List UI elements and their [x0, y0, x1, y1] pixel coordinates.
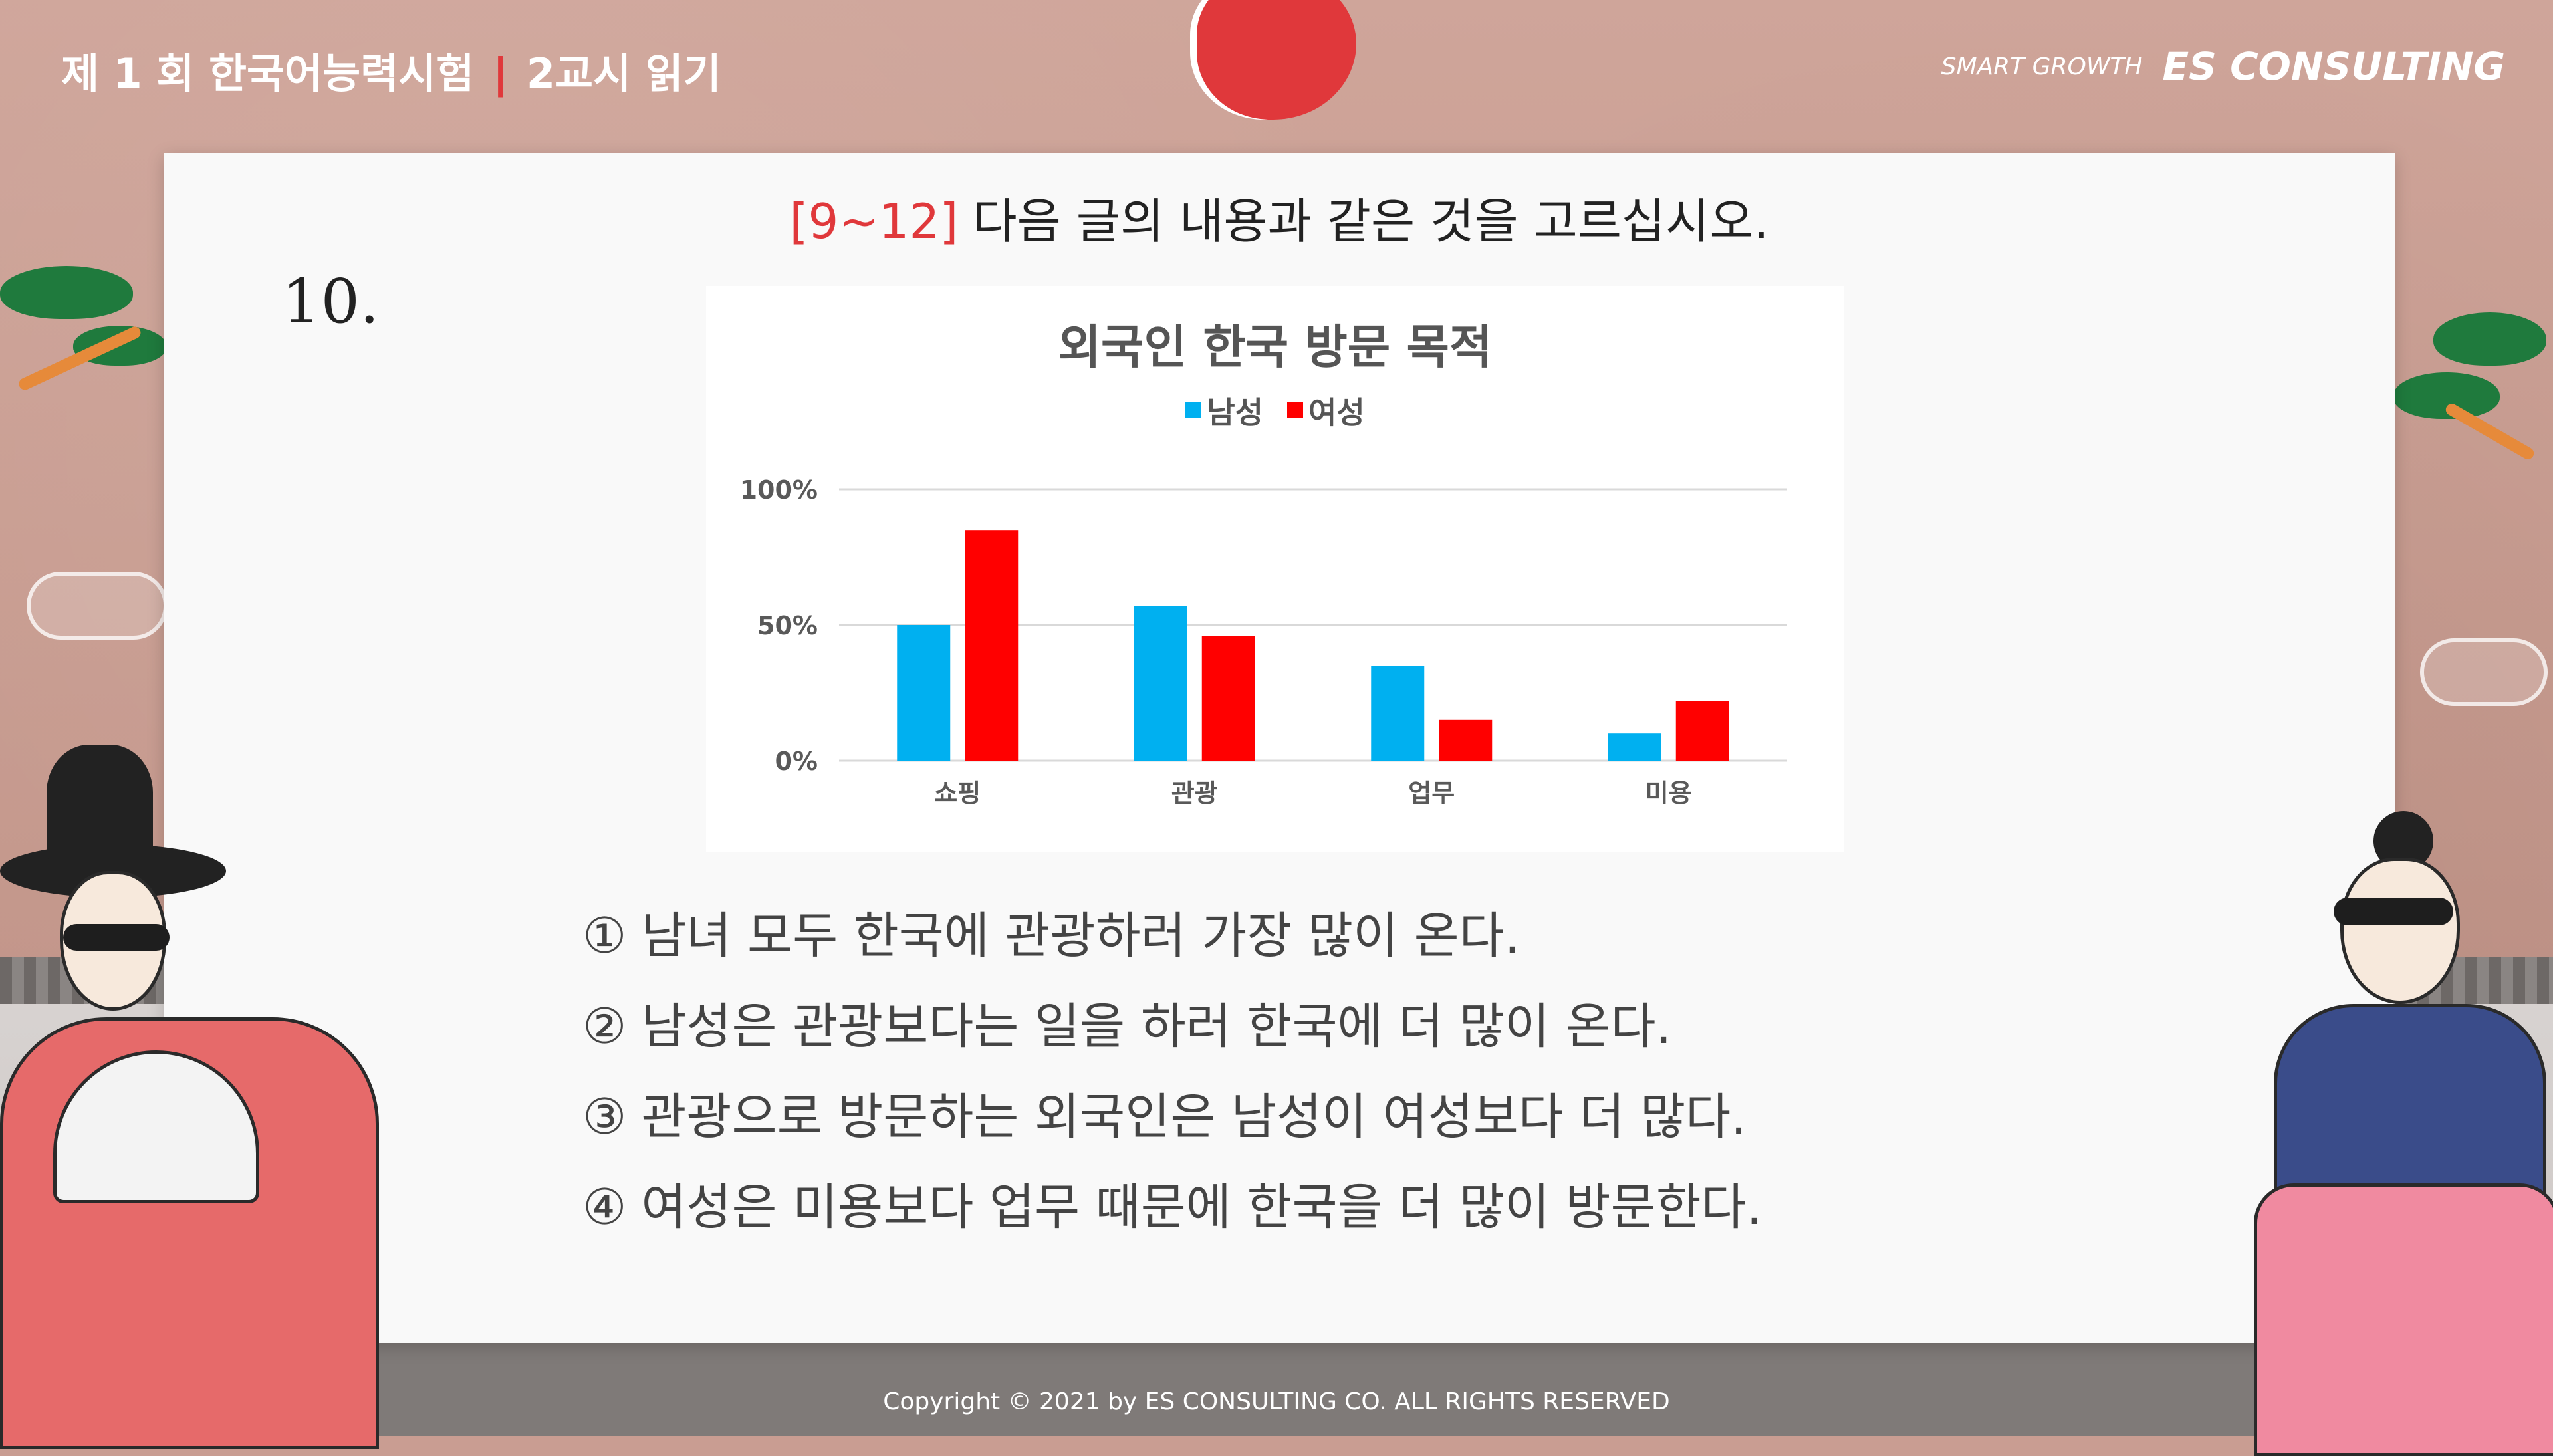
option-number: ③: [582, 1088, 627, 1146]
chart-legend: 남성 여성: [706, 388, 1844, 432]
bar-남성-관광: [1134, 606, 1187, 761]
x-category-label: 미용: [1645, 779, 1692, 808]
copyright-footer: Copyright © 2021 by ES CONSULTING CO. AL…: [883, 1388, 1670, 1415]
exam-title: 제 1 회 한국어능력시험: [61, 49, 475, 98]
wall-floor: [0, 1336, 2553, 1436]
question-panel: [9~12] 다음 글의 내용과 같은 것을 고르십시오. 10. 외국인 한국 …: [164, 153, 2395, 1343]
bar-여성-업무: [1439, 719, 1493, 761]
x-category-label: 쇼핑: [934, 779, 981, 808]
bar-여성-쇼핑: [965, 530, 1019, 761]
answer-option-2[interactable]: ② 남성은 관광보다는 일을 하러 한국에 더 많이 온다.: [582, 981, 1762, 1072]
question-instruction: [9~12] 다음 글의 내용과 같은 것을 고르십시오.: [164, 182, 2395, 252]
answer-option-3[interactable]: ③ 관광으로 방문하는 외국인은 남성이 여성보다 더 많다.: [582, 1072, 1762, 1162]
legend-label-male: 남성: [1207, 394, 1263, 430]
legend-label-female: 여성: [1308, 394, 1365, 430]
option-number: ①: [582, 908, 627, 965]
option-text: 남성은 관광보다는 일을 하러 한국에 더 많이 온다.: [641, 998, 1672, 1055]
answer-options: ① 남녀 모두 한국에 관광하러 가장 많이 온다. ② 남성은 관광보다는 일을 …: [582, 891, 1762, 1253]
y-tick-label: 0%: [775, 747, 818, 776]
x-category-label: 관광: [1171, 779, 1218, 808]
pine-tree-icon: [2393, 306, 2553, 479]
exam-section: 2교시 읽기: [526, 49, 721, 98]
y-tick-label: 100%: [740, 475, 818, 505]
bar-남성-미용: [1608, 733, 1661, 761]
option-number: ②: [582, 998, 627, 1055]
answer-option-1[interactable]: ① 남녀 모두 한국에 관광하러 가장 많이 온다.: [582, 891, 1762, 981]
bar-여성-미용: [1675, 701, 1729, 761]
header-separator: |: [493, 49, 508, 98]
pine-tree-icon: [0, 253, 173, 452]
instruction-text: 다음 글의 내용과 같은 것을 고르십시오.: [973, 193, 1769, 249]
bar-남성-쇼핑: [897, 625, 951, 761]
question-number: 10.: [282, 266, 380, 337]
legend-item-male: 남성: [1185, 390, 1263, 430]
chart-title: 외국인 한국 방문 목적: [1058, 320, 1493, 374]
option-text: 관광으로 방문하는 외국인은 남성이 여성보다 더 많다.: [641, 1088, 1747, 1146]
option-text: 여성은 미용보다 업무 때문에 한국을 더 많이 방문한다.: [641, 1179, 1763, 1236]
x-category-label: 업무: [1408, 779, 1455, 808]
exam-header: 제 1 회 한국어능력시험 | 2교시 읽기: [61, 40, 721, 100]
legend-item-female: 여성: [1287, 390, 1365, 430]
brand-header: SMART GROWTH ES CONSULTING: [1941, 44, 2505, 89]
bar-chart: 외국인 한국 방문 목적 남성 여성 0% 50% 100% 쇼핑 관광 업무 미용: [706, 286, 1844, 852]
bar-남성-업무: [1371, 666, 1425, 761]
legend-swatch-female: [1287, 402, 1303, 418]
answer-option-4[interactable]: ④ 여성은 미용보다 업무 때문에 한국을 더 많이 방문한다.: [582, 1162, 1762, 1253]
man-in-hanbok-illustration: [0, 738, 412, 1449]
brand-tagline: SMART GROWTH: [1941, 53, 2143, 80]
woman-in-hanbok-illustration: [2154, 811, 2553, 1456]
y-tick-label: 50%: [757, 611, 818, 640]
legend-swatch-male: [1185, 402, 1202, 418]
cloud-icon: [27, 572, 168, 640]
option-number: ④: [582, 1179, 627, 1236]
question-range: [9~12]: [789, 193, 959, 249]
chart-plot-area: 0% 50% 100% 쇼핑 관광 업무 미용: [740, 475, 1787, 808]
option-text: 남녀 모두 한국에 관광하러 가장 많이 온다.: [641, 908, 1520, 965]
brand-logo: ES CONSULTING: [2162, 44, 2505, 89]
bar-여성-관광: [1201, 636, 1255, 761]
cloud-icon: [2420, 638, 2548, 706]
